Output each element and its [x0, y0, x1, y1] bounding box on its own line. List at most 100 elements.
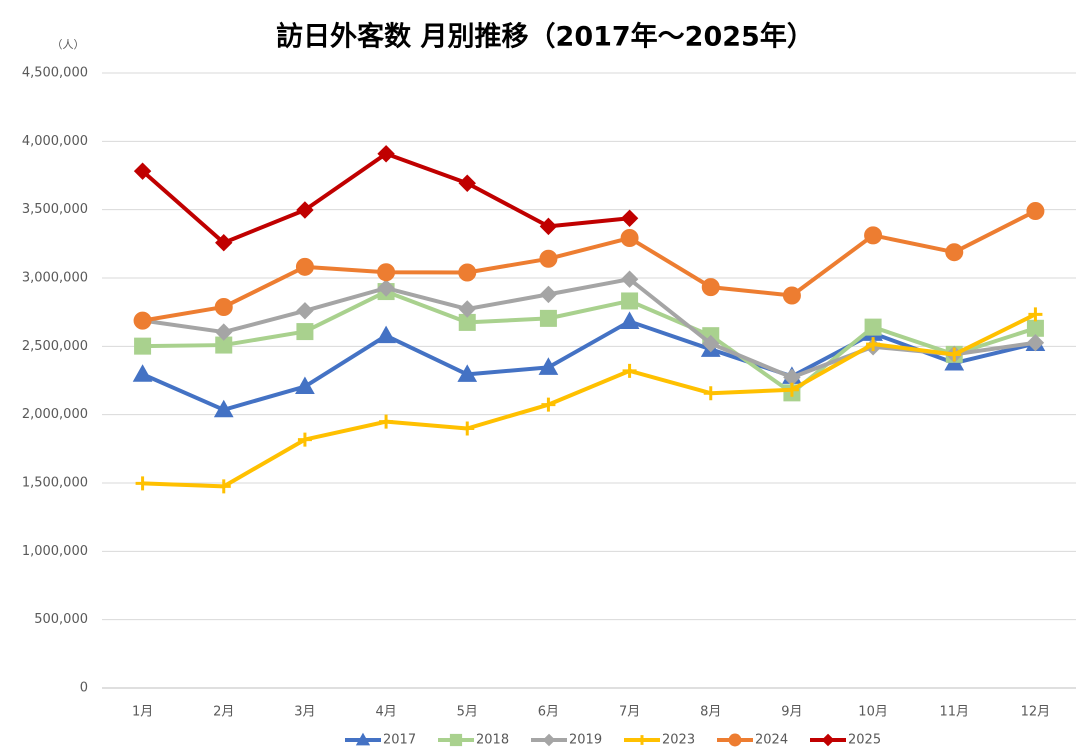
- legend-label: 2024: [755, 733, 788, 748]
- marker: [539, 249, 558, 268]
- series: [132, 311, 1046, 418]
- marker: [620, 270, 639, 288]
- y-tick-label: 2,500,000: [22, 339, 88, 354]
- marker: [728, 733, 742, 747]
- x-tick-label: 7月: [619, 705, 640, 720]
- legend-label: 2023: [662, 733, 695, 748]
- marker: [135, 476, 150, 491]
- marker: [377, 263, 396, 282]
- marker: [637, 735, 647, 745]
- x-tick-label: 3月: [294, 705, 315, 720]
- marker: [702, 334, 720, 353]
- marker: [295, 257, 314, 276]
- legend-label: 2018: [476, 733, 509, 748]
- line: [142, 312, 1037, 489]
- x-tick-label: 1月: [132, 705, 153, 720]
- legend-label: 2025: [848, 733, 881, 748]
- marker: [377, 279, 395, 297]
- x-tick-label: 6月: [538, 705, 559, 720]
- marker: [449, 733, 463, 747]
- line: [142, 277, 1036, 380]
- marker: [619, 311, 640, 329]
- x-tick-label: 10月: [858, 705, 888, 720]
- marker: [947, 347, 962, 362]
- marker: [133, 162, 152, 180]
- series: [133, 202, 1045, 330]
- marker: [215, 323, 233, 341]
- marker: [620, 209, 639, 227]
- marker: [784, 382, 799, 397]
- legend-item: 2019: [531, 733, 602, 748]
- line: [141, 319, 1036, 412]
- line: [142, 289, 1037, 395]
- marker: [460, 421, 475, 436]
- marker: [945, 243, 964, 262]
- series: [133, 270, 1045, 387]
- y-unit: （人）: [52, 38, 85, 51]
- marker: [539, 217, 558, 236]
- legend-item: 2025: [810, 733, 881, 748]
- marker: [821, 733, 835, 747]
- marker: [458, 263, 477, 282]
- marker: [379, 414, 394, 429]
- marker: [864, 318, 882, 336]
- marker: [1026, 334, 1045, 352]
- marker: [296, 302, 314, 320]
- marker: [1028, 307, 1043, 322]
- marker: [541, 397, 556, 412]
- marker: [214, 297, 233, 316]
- marker: [782, 286, 801, 305]
- marker: [539, 309, 557, 327]
- line: [141, 151, 630, 245]
- legend-item: 2017: [345, 733, 416, 748]
- marker: [458, 174, 476, 192]
- marker: [213, 399, 234, 418]
- y-tick-label: 500,000: [34, 612, 88, 627]
- y-tick-label: 4,000,000: [22, 134, 88, 149]
- x-tick-label: 9月: [781, 705, 802, 720]
- marker: [296, 201, 314, 219]
- marker: [133, 311, 152, 330]
- marker: [297, 432, 312, 447]
- marker: [295, 376, 315, 395]
- y-tick-label: 3,000,000: [22, 271, 88, 286]
- y-tick-label: 1,000,000: [22, 544, 88, 559]
- marker: [376, 325, 396, 344]
- y-tick-label: 1,500,000: [22, 476, 88, 491]
- legend-label: 2017: [383, 733, 416, 748]
- line: [142, 209, 1037, 323]
- x-tick-label: 8月: [700, 705, 721, 720]
- series: [135, 307, 1043, 494]
- marker: [457, 364, 478, 382]
- marker: [355, 732, 371, 746]
- series: [133, 145, 639, 252]
- chart-title: 訪日外客数 月別推移（2017年～2025年）: [276, 21, 814, 53]
- marker: [701, 278, 720, 297]
- x-tick-label: 11月: [939, 705, 969, 720]
- marker: [542, 733, 556, 747]
- x-tick-label: 5月: [457, 705, 478, 720]
- marker: [703, 386, 718, 401]
- y-tick-label: 2,000,000: [22, 407, 88, 422]
- marker: [215, 234, 233, 252]
- marker: [539, 285, 558, 304]
- x-tick-label: 2月: [213, 705, 234, 720]
- legend-item: 2024: [717, 733, 788, 748]
- marker: [296, 323, 314, 341]
- x-tick-label: 4月: [375, 705, 396, 720]
- legend-item: 2023: [624, 733, 695, 748]
- marker: [377, 145, 395, 163]
- y-tick-label: 3,500,000: [22, 202, 88, 217]
- y-tick-label: 0: [80, 681, 88, 696]
- marker: [134, 337, 152, 355]
- marker: [866, 337, 881, 352]
- marker: [1026, 319, 1044, 337]
- marker: [864, 226, 883, 245]
- marker: [1026, 202, 1045, 221]
- marker: [132, 364, 153, 382]
- legend-item: 2018: [438, 733, 509, 748]
- y-tick-label: 4,500,000: [22, 66, 88, 81]
- marker: [538, 357, 559, 375]
- marker: [458, 300, 476, 318]
